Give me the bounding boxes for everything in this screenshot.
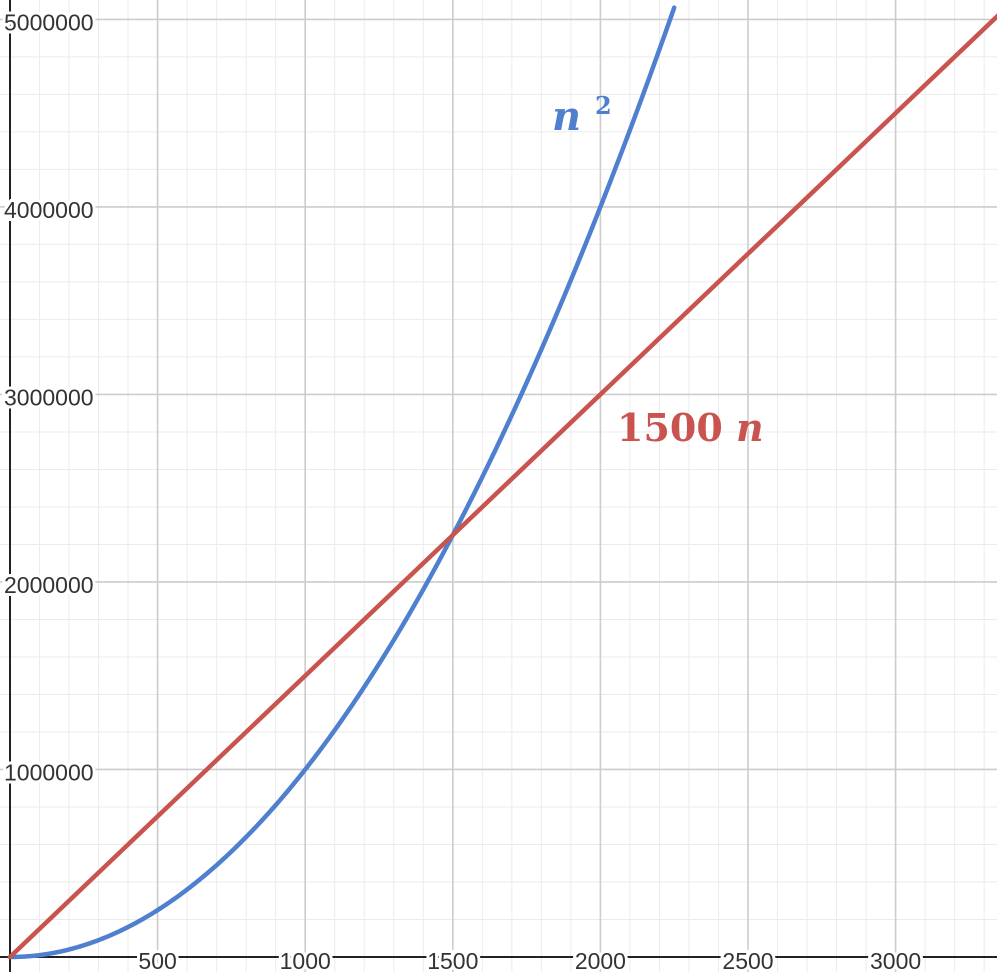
series-lines (7, 5, 997, 960)
y-tick-label: 1000000 (4, 759, 94, 785)
x-tick-label: 500 (138, 948, 176, 972)
series-label-n-squared-base: n (552, 93, 581, 140)
series-label-1500n-coefficient: 1500 (617, 405, 723, 450)
series-label-n-squared: n 2 (552, 91, 612, 140)
y-tick-label: 3000000 (4, 384, 94, 410)
series-label-1500n: 1500 n (617, 405, 764, 450)
y-tick-label: 2000000 (4, 572, 94, 598)
tick-labels: 500 1000 1500 2000 2500 3000 1000000 2000000 300… (1, 6, 924, 972)
series-label-n-squared-exponent: 2 (595, 91, 612, 120)
curve-labels: n 2 1500 n (552, 91, 764, 450)
y-tick-label: 5000000 (4, 9, 94, 35)
x-tick-label: 2500 (722, 948, 773, 972)
series-line-n-squared (7, 5, 677, 960)
x-tick-label: 1000 (280, 948, 331, 972)
x-tick-label: 3000 (870, 948, 921, 972)
y-tick-label: 4000000 (4, 197, 94, 223)
x-tick-label: 2000 (575, 948, 626, 972)
x-tick-label: 1500 (427, 948, 478, 972)
series-label-1500n-variable: n (736, 405, 764, 450)
series-line-1500n (7, 13, 997, 960)
